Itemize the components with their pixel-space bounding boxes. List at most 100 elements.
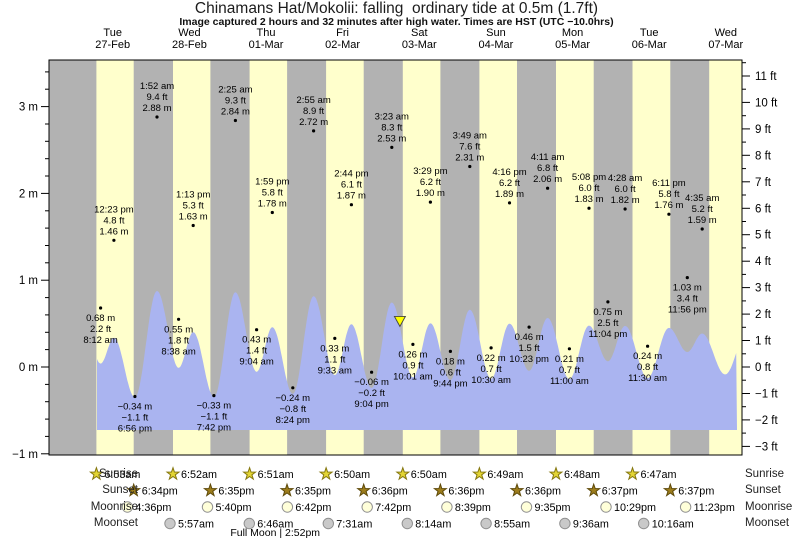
tide-events: 0.68 m2.2 ft8:12 am 12:23 pm4.8 ft1.46 m −… — [83, 81, 719, 435]
left-axis-label: 0 m — [19, 362, 38, 374]
tide-point-dot — [606, 300, 610, 304]
tide-event-label: 8:12 am — [83, 335, 117, 346]
sunset-time: 6:34pm — [142, 485, 178, 497]
tide-event-high: 4:28 am6.0 ft1.82 m — [608, 173, 642, 211]
tide-event-label: 9:04 pm — [354, 399, 388, 410]
tide-event-label: 0.18 m — [436, 356, 465, 367]
tide-event-label: 5.8 ft — [658, 189, 679, 200]
moonrise-icon — [520, 501, 533, 513]
tide-event-label: 0.75 m — [593, 307, 622, 318]
sunrise-time: 6:47am — [641, 469, 677, 481]
tide-event-high: 1:13 pm5.3 ft1.63 m — [176, 190, 210, 228]
tide-point-dot — [370, 370, 374, 374]
right-axis-label: 8 ft — [755, 150, 772, 162]
tide-event-label: 11:04 pm — [588, 329, 627, 340]
tide-event-label: 2.53 m — [377, 133, 406, 144]
tide-event-high: 5:08 pm6.0 ft1.83 m — [572, 172, 606, 210]
day-header-weekday: Sun — [486, 27, 506, 39]
tide-event-label: 8:38 am — [161, 346, 195, 357]
day-header-date: 03-Mar — [402, 39, 437, 51]
tide-event-label: 1:52 am — [140, 81, 174, 92]
tide-point-dot — [333, 336, 337, 340]
tide-event-label: 6.1 ft — [341, 180, 362, 191]
right-axis-label: 3 ft — [755, 283, 772, 295]
full-moon-note: Full Moon | 2:52pm — [230, 527, 320, 539]
moonset-time: 10:16am — [652, 518, 694, 530]
moonrise-icon — [679, 501, 692, 513]
tide-event-label: 1.78 m — [258, 199, 287, 210]
moonrise-time: 10:29pm — [614, 502, 656, 514]
tide-event-label: 6.2 ft — [499, 178, 520, 189]
sunrise-entry: 6:49am — [471, 466, 523, 481]
sunrise-entry: 6:47am — [625, 466, 677, 481]
sunrise-time: 6:48am — [564, 469, 600, 481]
moonrise-entry: 11:23pm — [679, 501, 735, 514]
sunrise-row-label: Sunrise — [745, 468, 784, 480]
tide-event-label: 0.7 ft — [559, 365, 580, 376]
tide-event-label: −0.34 m — [118, 402, 153, 413]
tide-event-label: 1.87 m — [337, 191, 366, 202]
sunset-time: 6:35pm — [295, 485, 331, 497]
day-header-date: 05-Mar — [555, 39, 590, 51]
tide-event-label: 5.8 ft — [262, 188, 283, 199]
tide-event-label: −0.06 m — [354, 377, 389, 388]
tide-event-high: 3:49 am7.6 ft2.31 m — [453, 131, 487, 169]
tide-event-label: 6.0 ft — [578, 183, 599, 194]
sunset-entry: 6:37pm — [662, 482, 714, 497]
day-header-weekday: Fri — [336, 27, 349, 39]
tide-event-label: 4:11 am — [531, 152, 565, 163]
tide-event-label: 1.03 m — [673, 283, 702, 294]
tide-event-label: 1.59 m — [688, 215, 717, 226]
tide-point-dot — [390, 145, 394, 149]
sunset-row-label: Sunset — [102, 484, 138, 497]
tide-event-label: 9:33 am — [318, 365, 352, 376]
sunset-icon — [279, 482, 295, 497]
day-header-weekday: Wed — [715, 27, 737, 39]
sunrise-icon — [471, 466, 487, 481]
tide-event-label: 0.8 ft — [637, 362, 658, 373]
tide-point-dot — [567, 347, 572, 351]
sunrise-time: 6:51am — [258, 469, 294, 481]
tide-event-high: 1:52 am9.4 ft2.88 m — [140, 81, 174, 119]
tide-point-dot — [255, 328, 259, 332]
tide-event-high: 3:23 am8.3 ft2.53 m — [375, 111, 409, 149]
moonrise-icon — [441, 501, 453, 513]
sunrise-time: 6:50am — [411, 469, 447, 481]
sunrise-time: 6:50am — [334, 469, 370, 481]
page-title: Chinamans Hat/Mokolii: falling ordinary … — [194, 0, 599, 17]
moonset-icon — [401, 517, 413, 530]
tide-point-dot — [527, 325, 531, 329]
tide-point-dot — [312, 129, 316, 133]
tide-point-dot — [233, 118, 237, 123]
right-axis-label: 10 ft — [755, 97, 778, 109]
right-axis-label: 2 ft — [755, 309, 772, 321]
moonrise-icon — [121, 501, 134, 513]
tide-event-label: 2:25 am — [218, 85, 252, 96]
tide-point-dot — [546, 186, 550, 190]
moonrise-entry: 9:35pm — [520, 501, 571, 514]
sunset-entry: 6:37pm — [586, 482, 638, 497]
right-axis-ft: −3 ft −2 ft −1 ft 0 ft 1 ft 2 ft 3 ft 4 ft 5 ft 6… — [742, 62, 779, 453]
tide-event-label: 11:56 pm — [668, 305, 707, 316]
tide-event-label: 8.3 ft — [381, 122, 402, 133]
day-header-weekday: Tue — [103, 27, 122, 39]
tide-event-label: 2.5 ft — [597, 318, 618, 329]
sunrise-icon — [242, 466, 257, 481]
tide-event-label: 10:01 am — [393, 371, 433, 382]
moonset-icon — [243, 517, 256, 530]
tide-event-label: 0.9 ft — [402, 360, 423, 371]
day-header-date: 28-Feb — [172, 39, 207, 51]
sunset-icon — [356, 482, 372, 497]
moonset-icon — [638, 517, 650, 530]
left-axis-label: 3 m — [19, 102, 38, 114]
tide-point-dot — [99, 306, 103, 310]
tide-event-label: 1.46 m — [99, 226, 128, 237]
tide-event-label: 2.88 m — [142, 103, 171, 114]
moonrise-entry: 5:40pm — [201, 501, 252, 514]
left-axis-label: 2 m — [19, 188, 38, 200]
sunset-entry: 6:35pm — [202, 482, 254, 497]
